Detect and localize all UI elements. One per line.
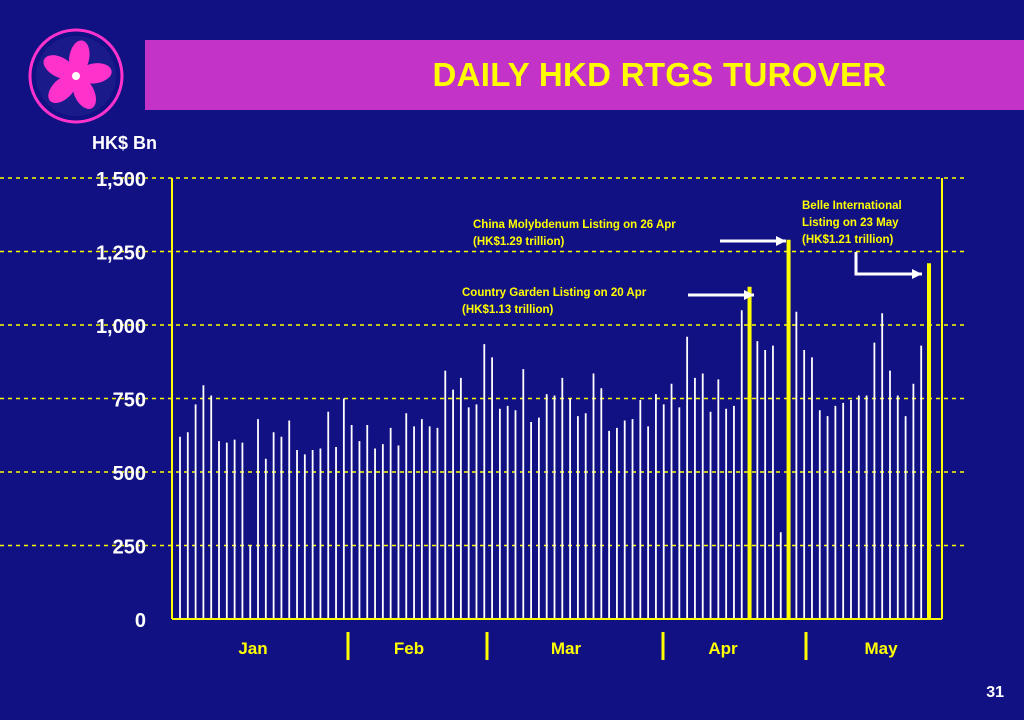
axes [171,178,943,660]
labels: 0 250 500 750 1,000 1,250 1,500 HK$ Bn Jan Feb Mar… [92,133,898,658]
annotation-belle-international: Listing on 23 May [802,217,899,229]
bauhinia-logo [28,28,124,124]
y-tick-label: 250 [113,537,146,559]
month-label: Mar [551,639,582,658]
month-label: Feb [394,639,424,658]
y-tick-label: 500 [113,463,146,485]
annotation-country-garden: (HK$1.13 trillion) [462,304,554,316]
arrow-china-molybdenum [720,236,786,246]
annotation-china-molybdenum: (HK$1.29 trillion) [473,236,565,248]
bauhinia-icon [43,40,112,109]
y-axis-label: HK$ Bn [92,133,157,153]
grid-lines [0,177,966,547]
page-number: 31 [986,684,1004,701]
y-tick-label: 1,000 [96,316,146,338]
arrow-line [854,252,922,276]
arrow-head [912,269,922,279]
annotations: China Molybdenum Listing on 26 Apr (HK$1.… [462,200,922,316]
month-label: May [864,639,898,658]
annotation-belle-international: (HK$1.21 trillion) [802,234,894,246]
title-bar: DAILY HKD RTGS TUROVER [145,40,1024,110]
y-tick-label: 0 [135,610,146,632]
arrow-head [744,290,754,300]
arrow-belle-international [854,252,922,279]
y-tick-label: 1,250 [96,243,146,265]
arrow-head [776,236,786,246]
month-label: Jan [238,639,267,658]
bars [179,239,931,619]
slide-title: DAILY HKD RTGS TUROVER [432,56,887,93]
annotation-belle-international: Belle International [802,200,902,212]
annotation-country-garden: Country Garden Listing on 20 Apr [462,287,647,299]
y-tick-label: 1,500 [96,169,146,191]
y-tick-label: 750 [113,390,146,412]
annotation-china-molybdenum: China Molybdenum Listing on 26 Apr [473,219,676,231]
arrow-country-garden [688,290,754,300]
month-label: Apr [708,639,738,658]
